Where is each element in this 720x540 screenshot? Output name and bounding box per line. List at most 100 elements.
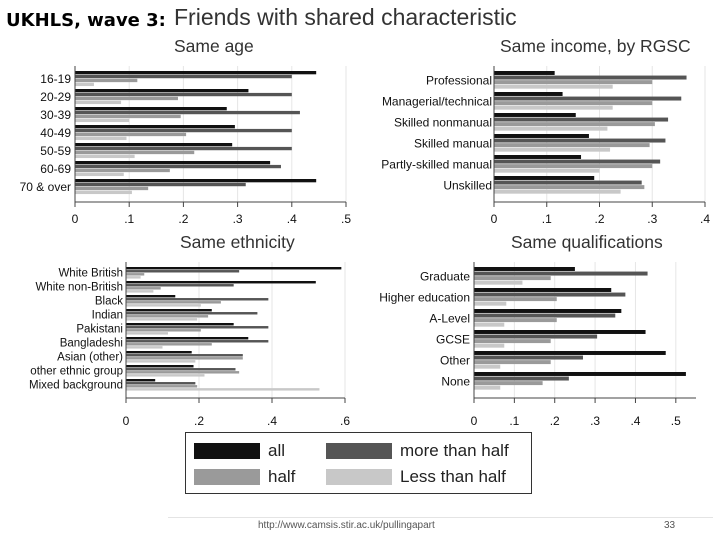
panel-title-same-ethnicity: Same ethnicity <box>180 232 295 252</box>
bar-same-age-30-39-all <box>75 107 227 111</box>
bar-same-ethnicity-mixed-background-half <box>126 385 198 388</box>
bar-same-age-16-19-more-than-half <box>75 74 292 79</box>
bar-same-income-by-rgsc-managerial-technical-all <box>494 92 563 96</box>
bar-same-ethnicity-white-british-more-than-half <box>126 270 240 273</box>
bar-same-qualifications-none-less-than-half <box>474 385 501 390</box>
bar-same-income-by-rgsc-partly-skilled-manual-half <box>494 164 653 169</box>
bar-same-qualifications-graduate-all <box>474 267 575 271</box>
x-tick-label-same-age: .1 <box>124 212 134 226</box>
bar-same-ethnicity-bangladeshi-half <box>126 343 212 346</box>
bar-same-ethnicity-white-non-british-more-than-half <box>126 284 234 287</box>
x-tick-label-same-age: .2 <box>178 212 188 226</box>
bar-same-age-40-49-more-than-half <box>75 128 292 133</box>
category-label-same-age: 60-69 <box>40 162 71 176</box>
legend-swatch-half <box>194 469 260 485</box>
bar-same-income-by-rgsc-professional-all <box>494 71 555 75</box>
category-label-same-income-by-rgsc: Unskilled <box>443 179 492 193</box>
category-label-same-ethnicity: Asian (other) <box>57 352 123 364</box>
category-label-same-ethnicity: other ethnic group <box>30 366 123 378</box>
x-tick-label-same-income-by-rgsc: .4 <box>700 212 710 226</box>
bar-same-age-16-19-all <box>75 71 317 75</box>
x-tick-label-same-qualifications: .3 <box>590 414 600 428</box>
bar-same-income-by-rgsc-skilled-nonmanual-more-than-half <box>494 117 669 122</box>
x-tick-label-same-qualifications: .4 <box>630 414 640 428</box>
bar-same-ethnicity-black-all <box>126 295 176 298</box>
bar-same-qualifications-higher-education-half <box>474 297 557 302</box>
x-tick-label-same-age: .5 <box>341 212 351 226</box>
bar-same-ethnicity-white-british-less-than-half <box>126 276 141 279</box>
bar-same-income-by-rgsc-skilled-nonmanual-less-than-half <box>494 126 608 131</box>
bar-same-age-50-59-half <box>75 150 195 155</box>
bar-same-ethnicity-white-non-british-all <box>126 281 316 284</box>
bar-same-qualifications-none-half <box>474 381 543 386</box>
bar-same-age-40-49-less-than-half <box>75 136 127 141</box>
bar-same-qualifications-gcse-half <box>474 339 551 344</box>
bar-same-ethnicity-asian-other-less-than-half <box>126 360 196 363</box>
bar-same-ethnicity-mixed-background-more-than-half <box>126 382 196 385</box>
bar-same-qualifications-higher-education-all <box>474 288 612 292</box>
bar-same-ethnicity-other-ethnic-group-half <box>126 371 240 374</box>
bar-same-age-20-29-less-than-half <box>75 100 122 105</box>
bar-same-age-50-59-all <box>75 143 233 147</box>
x-tick-label-same-income-by-rgsc: .1 <box>542 212 552 226</box>
category-label-same-age: 30-39 <box>40 108 71 122</box>
category-label-same-ethnicity: White British <box>58 268 123 280</box>
bar-same-qualifications-a-level-half <box>474 318 557 323</box>
bar-same-ethnicity-pakistani-all <box>126 323 234 326</box>
category-label-same-ethnicity: White non-British <box>35 282 123 294</box>
bar-same-qualifications-gcse-more-than-half <box>474 334 598 339</box>
category-label-same-qualifications: A-Level <box>429 312 470 326</box>
bar-same-age-70-over-half <box>75 186 149 191</box>
bar-same-qualifications-a-level-less-than-half <box>474 322 505 327</box>
bar-same-age-16-19-half <box>75 78 138 83</box>
bar-same-ethnicity-white-british-all <box>126 267 342 270</box>
bar-same-ethnicity-pakistani-less-than-half <box>126 332 168 335</box>
x-tick-label-same-qualifications: .5 <box>671 414 681 428</box>
bar-same-ethnicity-bangladeshi-more-than-half <box>126 340 269 343</box>
bar-same-age-20-29-half <box>75 96 178 101</box>
bar-same-income-by-rgsc-managerial-technical-less-than-half <box>494 105 613 110</box>
bar-same-age-50-59-more-than-half <box>75 146 292 151</box>
bar-same-qualifications-gcse-less-than-half <box>474 343 505 348</box>
bar-same-age-60-69-half <box>75 168 170 173</box>
page-number: 33 <box>664 520 676 531</box>
legend: all more than half half Less than half <box>185 432 532 494</box>
category-label-same-ethnicity: Mixed background <box>29 380 123 392</box>
bar-same-qualifications-other-half <box>474 360 551 365</box>
bar-same-income-by-rgsc-unskilled-more-than-half <box>494 180 642 185</box>
x-tick-label-same-ethnicity: .4 <box>267 414 277 428</box>
bar-same-ethnicity-white-non-british-less-than-half <box>126 290 154 293</box>
category-label-same-age: 40-49 <box>40 126 71 140</box>
panel-title-same-income-by-rgsc: Same income, by RGSC <box>500 36 691 56</box>
bar-same-ethnicity-mixed-background-less-than-half <box>126 388 320 391</box>
bar-same-income-by-rgsc-unskilled-less-than-half <box>494 189 621 194</box>
bar-same-age-40-49-half <box>75 132 187 137</box>
x-tick-label-same-ethnicity: .6 <box>340 414 350 428</box>
x-tick-label-same-income-by-rgsc: .2 <box>594 212 604 226</box>
bar-same-qualifications-a-level-more-than-half <box>474 313 616 318</box>
bar-same-ethnicity-black-less-than-half <box>126 304 201 307</box>
bar-same-income-by-rgsc-partly-skilled-manual-less-than-half <box>494 168 600 173</box>
bar-same-age-70-over-all <box>75 179 317 183</box>
bar-same-qualifications-gcse-all <box>474 330 646 334</box>
bar-same-ethnicity-indian-half <box>126 315 209 318</box>
bar-same-qualifications-other-all <box>474 351 666 355</box>
bar-same-income-by-rgsc-partly-skilled-manual-more-than-half <box>494 159 661 164</box>
category-label-same-ethnicity: Bangladeshi <box>60 338 123 350</box>
bar-same-income-by-rgsc-managerial-technical-more-than-half <box>494 96 682 101</box>
bar-same-income-by-rgsc-professional-more-than-half <box>494 75 687 80</box>
bar-same-ethnicity-bangladeshi-all <box>126 337 249 340</box>
bar-same-ethnicity-bangladeshi-less-than-half <box>126 346 163 349</box>
panel-title-same-age: Same age <box>174 36 254 56</box>
category-label-same-age: 70 & over <box>20 180 71 194</box>
bar-same-qualifications-other-less-than-half <box>474 364 501 369</box>
footer-divider <box>168 517 713 518</box>
bar-same-qualifications-a-level-all <box>474 309 622 313</box>
x-tick-label-same-qualifications: 0 <box>471 414 478 428</box>
footer-url: http://www.camsis.stir.ac.uk/pullingapar… <box>258 520 435 531</box>
bar-same-ethnicity-asian-other-half <box>126 357 243 360</box>
bar-same-age-60-69-more-than-half <box>75 164 281 169</box>
bar-same-ethnicity-black-half <box>126 301 221 304</box>
legend-label-half: half <box>268 467 296 486</box>
bar-same-ethnicity-white-british-half <box>126 273 145 276</box>
